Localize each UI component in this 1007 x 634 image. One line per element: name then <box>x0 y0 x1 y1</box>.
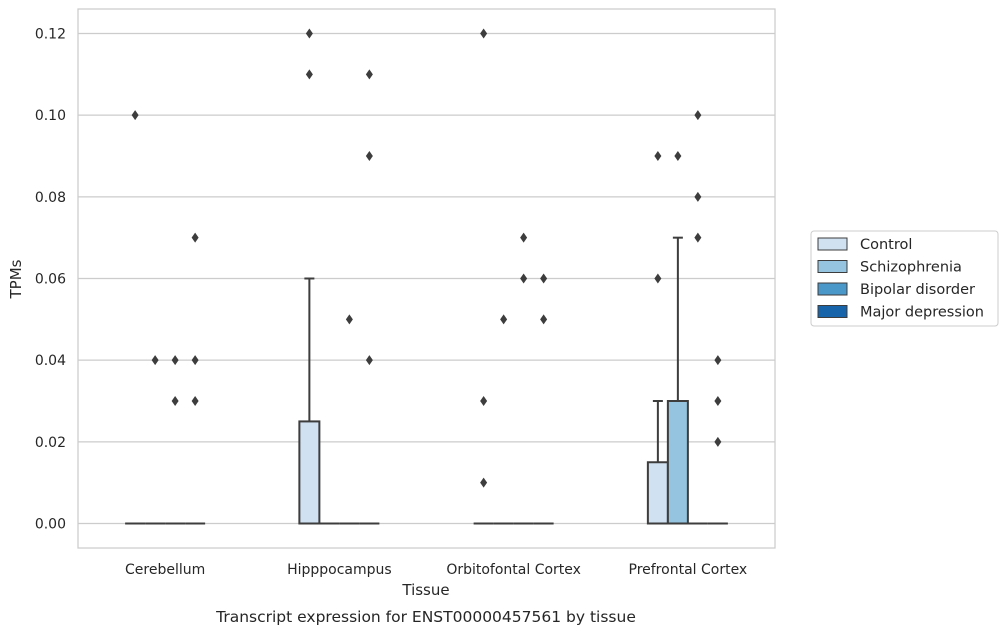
outlier-marker <box>714 396 722 406</box>
y-tick-label: 0.00 <box>35 517 66 533</box>
outlier-marker <box>345 314 353 325</box>
outlier-marker <box>520 273 528 284</box>
outlier-marker <box>305 28 313 39</box>
box-body <box>646 461 669 525</box>
outlier-marker <box>694 191 702 202</box>
y-tick-label: 0.12 <box>35 27 66 43</box>
outlier-marker <box>480 28 488 39</box>
box-control <box>646 400 669 525</box>
y-tick-label: 0.02 <box>35 435 66 451</box>
legend-swatch <box>817 282 848 296</box>
x-tick-label: Prefrontal Cortex <box>629 562 748 578</box>
legend-swatch <box>817 305 848 318</box>
legend-frame <box>810 230 999 327</box>
outlier-marker <box>654 273 662 284</box>
legend: Control Schizophrenia Bipolar disorder Majo… <box>810 230 999 327</box>
box-control <box>298 277 321 525</box>
outlier-marker <box>151 355 159 366</box>
outlier-marker <box>171 396 179 406</box>
outlier-marker <box>365 69 373 80</box>
x-tick-label: Orbitofontal Cortex <box>446 562 581 578</box>
chart-caption: Transcript expression for ENST0000045756… <box>215 608 636 626</box>
outlier-points <box>131 28 722 488</box>
outlier-marker <box>191 232 199 243</box>
box-body <box>298 420 321 525</box>
outlier-marker <box>654 151 662 161</box>
outlier-marker <box>365 355 373 366</box>
outlier-marker <box>305 69 313 80</box>
outlier-marker <box>540 273 548 284</box>
legend-label: Control <box>860 237 912 253</box>
x-tick-label: Cerebellum <box>125 562 205 578</box>
y-tick-labels: 0.00 0.02 0.04 0.06 0.08 0.10 0.12 <box>35 27 66 533</box>
outlier-marker <box>674 151 682 161</box>
outlier-marker <box>694 232 702 243</box>
x-tick-label: Hipppocampus <box>287 562 392 578</box>
y-tick-label: 0.10 <box>35 108 66 124</box>
box-body <box>666 400 689 525</box>
legend-label: Schizophrenia <box>860 260 962 276</box>
outlier-marker <box>540 314 548 325</box>
outlier-marker <box>714 436 722 447</box>
outlier-marker <box>520 232 528 243</box>
box-series <box>125 236 728 525</box>
legend-swatch <box>817 260 848 273</box>
outlier-marker <box>171 355 179 366</box>
x-tick-labels: Cerebellum Hipppocampus Orbitofontal Corte… <box>125 562 747 578</box>
outlier-marker <box>480 396 488 406</box>
y-axis-title: TPMs <box>7 259 25 299</box>
box-schizophrenia <box>666 236 689 525</box>
outlier-marker <box>500 314 508 325</box>
outlier-marker <box>191 396 199 406</box>
legend-label: Major depression <box>860 305 984 321</box>
outlier-marker <box>694 110 702 121</box>
y-tick-label: 0.04 <box>35 353 66 369</box>
outlier-marker <box>365 151 373 161</box>
y-tick-label: 0.06 <box>35 272 66 288</box>
outlier-marker <box>714 355 722 366</box>
legend-label: Bipolar disorder <box>860 282 975 298</box>
outlier-marker <box>480 477 488 488</box>
x-axis-title: Tissue <box>401 581 449 599</box>
legend-swatch <box>817 237 848 251</box>
outlier-marker <box>131 110 139 121</box>
y-tick-label: 0.08 <box>35 190 66 206</box>
outlier-marker <box>191 355 199 366</box>
